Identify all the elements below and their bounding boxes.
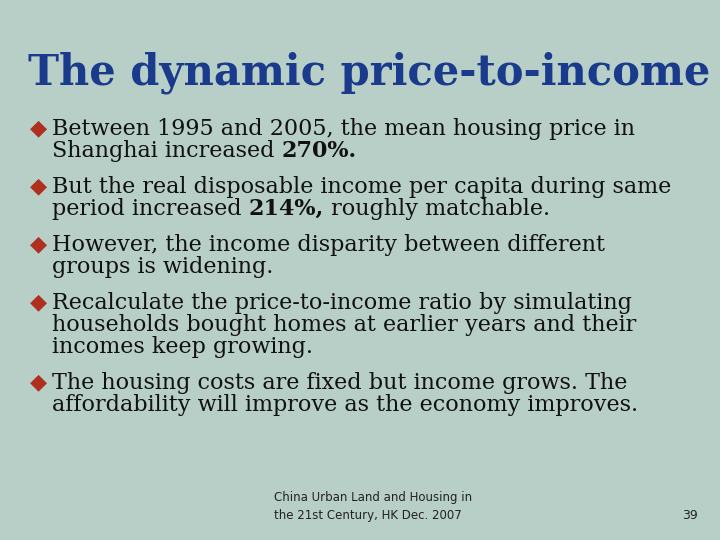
Text: 214%,: 214%, (248, 198, 324, 220)
Text: ◆: ◆ (30, 372, 47, 392)
Text: China Urban Land and Housing in
the 21st Century, HK Dec. 2007: China Urban Land and Housing in the 21st… (274, 491, 472, 522)
Text: However, the income disparity between different: However, the income disparity between di… (52, 234, 605, 256)
Text: ◆: ◆ (30, 118, 47, 138)
Text: Recalculate the price-to-income ratio by simulating: Recalculate the price-to-income ratio by… (52, 292, 632, 314)
Text: period increased: period increased (52, 198, 248, 220)
Text: ◆: ◆ (30, 292, 47, 312)
Text: 270%.: 270%. (282, 140, 356, 162)
Text: Shanghai increased: Shanghai increased (52, 140, 282, 162)
Text: 39: 39 (683, 509, 698, 522)
Text: ◆: ◆ (30, 234, 47, 254)
Text: affordability will improve as the economy improves.: affordability will improve as the econom… (52, 394, 638, 416)
Text: Between 1995 and 2005, the mean housing price in: Between 1995 and 2005, the mean housing … (52, 118, 635, 140)
Text: The housing costs are fixed but income grows. The: The housing costs are fixed but income g… (52, 372, 627, 394)
Text: groups is widening.: groups is widening. (52, 256, 274, 278)
Text: The dynamic price-to-income ratio: The dynamic price-to-income ratio (28, 52, 720, 94)
Text: ◆: ◆ (30, 176, 47, 196)
Text: But the real disposable income per capita during same: But the real disposable income per capit… (52, 176, 671, 198)
Text: incomes keep growing.: incomes keep growing. (52, 336, 313, 358)
Text: households bought homes at earlier years and their: households bought homes at earlier years… (52, 314, 636, 336)
Text: roughly matchable.: roughly matchable. (324, 198, 550, 220)
